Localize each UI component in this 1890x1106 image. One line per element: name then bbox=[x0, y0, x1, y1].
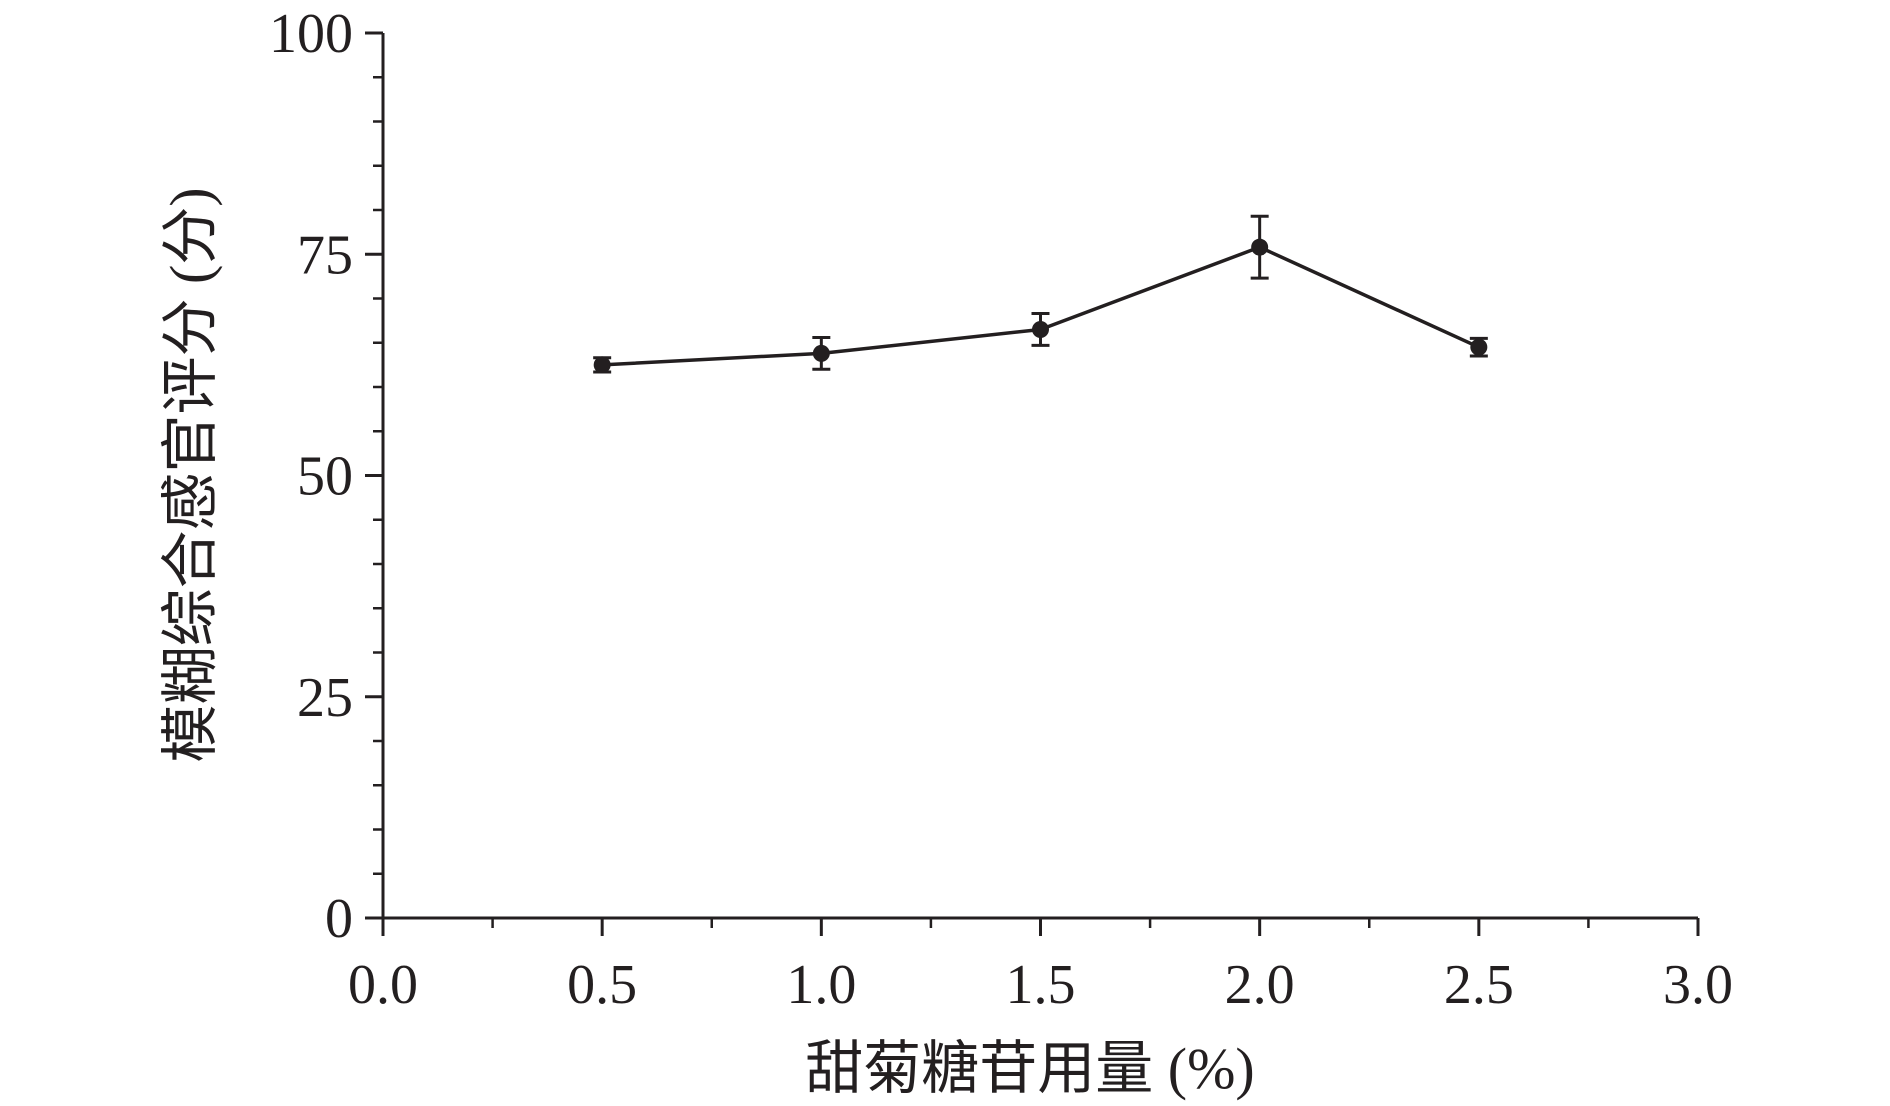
x-tick-label: 1.5 bbox=[1006, 954, 1076, 1016]
y-tick-label: 25 bbox=[297, 667, 353, 729]
x-axis-title: 甜菊糖苷用量 (%) bbox=[805, 1036, 1254, 1101]
data-point bbox=[1251, 238, 1269, 256]
data-point bbox=[593, 356, 611, 374]
x-tick-label: 3.0 bbox=[1663, 954, 1733, 1016]
y-axis-title: 模糊综合感官评分 (分) bbox=[158, 187, 223, 762]
y-tick-label: 0 bbox=[325, 888, 353, 950]
y-axis: 0 25 50 75 100 bbox=[269, 3, 385, 950]
data-point bbox=[812, 344, 830, 362]
x-tick-label: 1.0 bbox=[786, 954, 856, 1016]
data-point bbox=[1470, 338, 1488, 356]
y-tick-label: 50 bbox=[297, 446, 353, 508]
x-tick-label: 0.0 bbox=[348, 954, 418, 1016]
series-line bbox=[602, 245, 1480, 367]
y-tick-label: 75 bbox=[297, 224, 353, 286]
x-tick-label: 0.5 bbox=[567, 954, 637, 1016]
data-point bbox=[1032, 320, 1049, 338]
x-tick-label: 2.5 bbox=[1444, 954, 1514, 1016]
plot-area bbox=[593, 214, 1488, 374]
y-tick-label: 100 bbox=[269, 3, 353, 65]
x-axis: 0.0 0.5 1.0 1.5 2.0 2.5 3.0 bbox=[348, 916, 1733, 1016]
x-tick-label: 2.0 bbox=[1225, 954, 1295, 1016]
